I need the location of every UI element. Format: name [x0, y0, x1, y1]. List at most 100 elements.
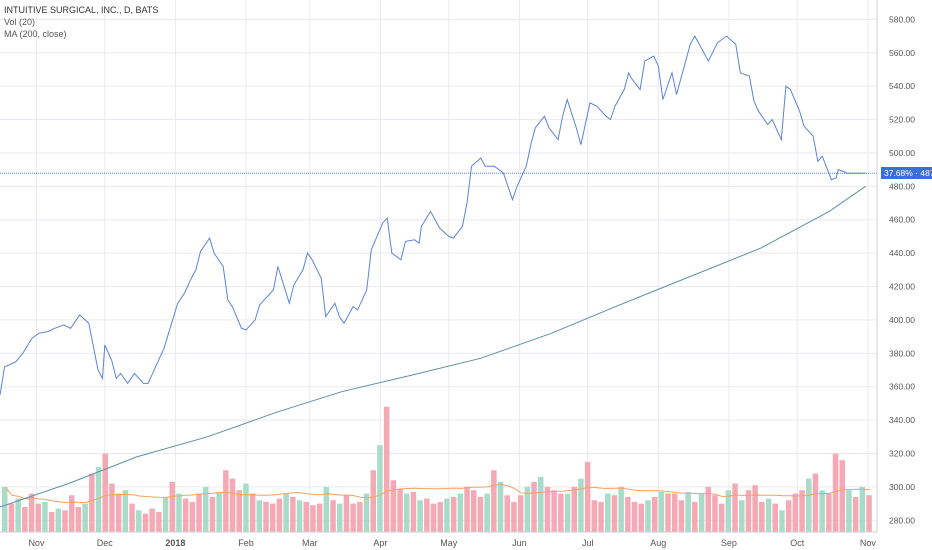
- volume-bar: [82, 503, 88, 532]
- volume-bar: [223, 470, 229, 532]
- volume-bar: [611, 495, 618, 532]
- volume-bar: [524, 486, 531, 532]
- volume-bar: [477, 496, 484, 532]
- volume-bar: [162, 496, 169, 532]
- y-tick-label: 520.00: [889, 115, 915, 125]
- y-tick-label: 420.00: [889, 282, 915, 292]
- volume-bar: [229, 478, 236, 532]
- volume-bar: [149, 508, 155, 532]
- volume-bar: [866, 495, 872, 532]
- volume-bar: [22, 506, 28, 532]
- volume-bar: [685, 491, 691, 532]
- volume-bar: [511, 501, 517, 532]
- x-tick-label: Aug: [650, 538, 666, 548]
- x-tick-label: Apr: [373, 538, 387, 548]
- y-tick-label: 560.00: [889, 48, 915, 58]
- volume-bar: [156, 511, 162, 532]
- time-axis[interactable]: Nov Dec 2018 Feb Mar Apr May Jun Jul Aug Sep Oct Nov: [0, 531, 877, 548]
- volume-bar: [196, 493, 202, 532]
- volume-bar: [189, 501, 196, 532]
- volume-bar: [484, 493, 490, 532]
- ma-200-line: [0, 185, 866, 508]
- volume-bar: [839, 460, 845, 532]
- volume-bar: [618, 486, 624, 532]
- volume-bar: [772, 503, 778, 532]
- volume-bar: [377, 445, 383, 532]
- volume-bar: [102, 453, 108, 532]
- volume-bar: [718, 503, 725, 532]
- x-tick-label: 2018: [165, 538, 185, 548]
- x-tick-label: Mar: [302, 538, 318, 548]
- volume-bar: [578, 478, 584, 532]
- volume-bar: [859, 486, 866, 532]
- volume-bar: [350, 503, 356, 532]
- volume-bar: [176, 493, 182, 532]
- y-tick-label: 300.00: [889, 482, 915, 492]
- volume-bar: [62, 510, 68, 532]
- y-tick-label: 500.00: [889, 148, 915, 158]
- x-tick-label: Jun: [512, 538, 527, 548]
- volume-bar: [337, 503, 343, 532]
- ma-indicator-label[interactable]: MA (200, close): [4, 29, 67, 39]
- volume-bar: [571, 486, 577, 532]
- volume-bar: [779, 510, 785, 532]
- volume-bar: [759, 501, 765, 532]
- volume-bar: [457, 493, 464, 532]
- volume-bar: [142, 513, 149, 532]
- volume-bar: [136, 510, 142, 532]
- x-tick-label: Oct: [790, 538, 805, 548]
- volume-bar: [343, 495, 350, 532]
- volume-bar: [504, 495, 510, 532]
- volume-bar: [531, 481, 537, 532]
- y-tick-label: 360.00: [889, 382, 915, 392]
- last-price-tag: 37.68% · 487.89: [881, 167, 932, 180]
- volume-bar: [290, 496, 296, 532]
- price-axis[interactable]: 280.00 300.00 320.00 340.00 360.00 380.00 400.…: [876, 0, 915, 532]
- volume-bar: [256, 500, 263, 532]
- volume-bar: [852, 496, 859, 532]
- volume-indicator-label[interactable]: Vol (20): [4, 17, 36, 27]
- volume-bar: [564, 493, 571, 532]
- volume-bar: [236, 490, 242, 532]
- volume-bar: [450, 496, 457, 532]
- volume-bar: [705, 486, 711, 532]
- volume-bar: [645, 500, 651, 532]
- volume-bar: [464, 486, 470, 532]
- volume-bar: [397, 488, 403, 532]
- volume-bar: [598, 501, 604, 532]
- volume-bar: [739, 500, 745, 532]
- volume-bar: [363, 493, 370, 532]
- volume-bar: [806, 478, 812, 532]
- y-tick-label: 320.00: [889, 449, 915, 459]
- volume-bar: [316, 503, 323, 532]
- volume-bar: [725, 490, 732, 532]
- volume-bar: [424, 498, 430, 532]
- volume-bar: [169, 481, 175, 532]
- volume-ma-line: [4, 483, 870, 504]
- volume-bar: [678, 500, 685, 532]
- volume-bar: [15, 498, 21, 532]
- volume-bar: [605, 493, 611, 532]
- volume-bar: [826, 493, 832, 532]
- price-change-percent: 37.68%: [884, 168, 913, 179]
- volume-bar: [591, 500, 598, 532]
- volume-bar: [631, 501, 638, 532]
- volume-bar: [48, 511, 55, 532]
- volume-bar: [651, 496, 658, 532]
- volume-bar: [544, 486, 551, 532]
- volume-bar: [263, 501, 269, 532]
- volume-bar: [497, 481, 504, 532]
- volume-bar: [404, 493, 410, 532]
- volume-bar: [2, 486, 8, 532]
- volume-bar: [209, 496, 216, 532]
- volume-bar: [785, 500, 792, 532]
- x-tick-label: Nov: [860, 538, 877, 548]
- volume-bar: [430, 503, 437, 532]
- volume-bar: [276, 498, 283, 532]
- volume-bar: [732, 483, 738, 532]
- volume-bar: [370, 470, 376, 532]
- volume-bar: [792, 493, 799, 532]
- volume-bar: [584, 461, 591, 532]
- symbol-title[interactable]: INTUITIVE SURGICAL, INC., D, BATS: [4, 5, 159, 15]
